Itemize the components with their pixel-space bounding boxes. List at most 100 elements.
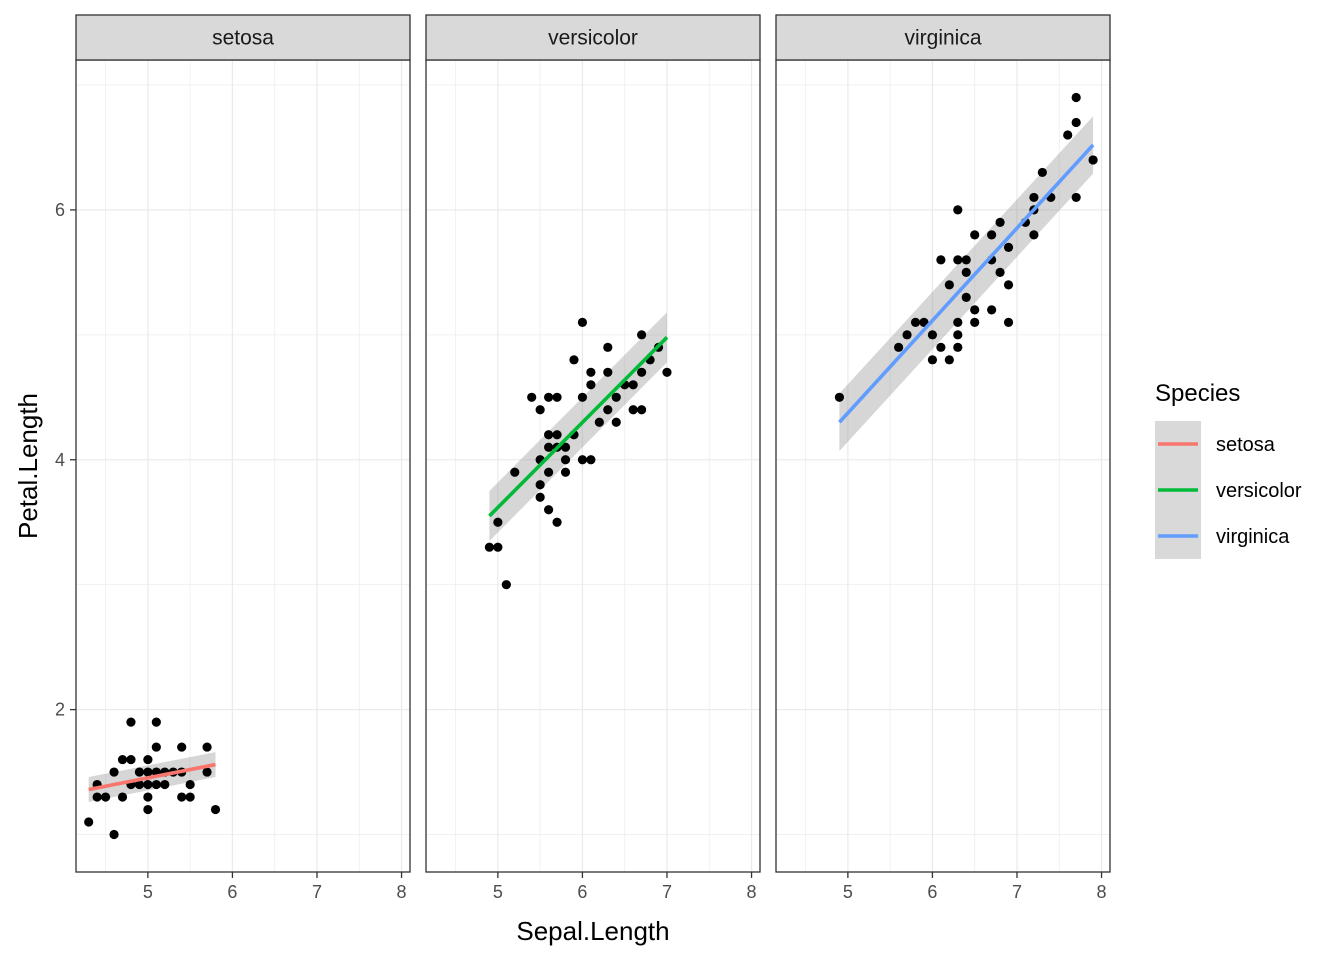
data-point [586, 455, 596, 465]
data-point [1088, 155, 1098, 165]
legend-entry-label: versicolor [1216, 480, 1302, 502]
data-point [92, 792, 102, 802]
regression-line [488, 336, 669, 518]
data-point [493, 542, 503, 552]
data-point [544, 430, 554, 440]
data-point [1071, 192, 1081, 203]
data-point [109, 767, 119, 777]
data-point [987, 305, 997, 315]
data-point [185, 792, 195, 802]
legend: Species setosa versicolor virginica [1155, 380, 1302, 559]
data-point [953, 317, 963, 327]
x-axis-title: Sepal.Length [516, 916, 669, 946]
x-tick-label: 6 [927, 882, 937, 902]
data-point [100, 792, 111, 802]
data-point [510, 467, 520, 477]
data-point [544, 467, 554, 477]
data-point [970, 317, 980, 327]
data-point [953, 205, 963, 215]
data-point [143, 779, 153, 790]
data-point [603, 405, 613, 415]
data-point [936, 255, 946, 265]
x-tick-label: 7 [312, 882, 322, 902]
axes: Sepal.Length Petal.Length [13, 393, 670, 946]
legend-title: Species [1155, 380, 1240, 407]
panel-background [76, 60, 410, 872]
facet-strip-label: versicolor [548, 27, 638, 50]
x-tick-label: 6 [227, 882, 237, 902]
data-point [493, 517, 503, 527]
x-tick-label: 8 [1097, 882, 1107, 902]
data-point [953, 342, 963, 352]
data-point [961, 255, 971, 265]
panel-background [426, 60, 760, 872]
facet-strip-label: virginica [904, 27, 981, 50]
legend-entry-virginica: virginica [1155, 513, 1290, 559]
data-point [611, 392, 621, 402]
data-point [594, 417, 604, 427]
data-point [603, 342, 613, 352]
data-point [560, 467, 571, 477]
data-point [1003, 280, 1014, 290]
data-point [628, 380, 638, 390]
data-point [552, 392, 562, 402]
data-point [586, 380, 596, 390]
y-tick-label: 4 [55, 450, 65, 470]
data-point [603, 367, 613, 377]
data-point [577, 455, 588, 465]
data-point [202, 767, 212, 777]
data-point [177, 792, 187, 802]
data-point [1071, 92, 1081, 103]
regression-line [838, 143, 1095, 424]
data-point [143, 792, 153, 802]
data-point [995, 217, 1005, 227]
data-point [160, 779, 170, 790]
data-point [117, 792, 128, 802]
data-point [927, 355, 938, 365]
data-point [961, 292, 971, 302]
data-point [552, 430, 562, 440]
data-point [953, 330, 963, 340]
legend-entries: setosa versicolor virginica [1155, 421, 1302, 559]
data-point [544, 505, 554, 515]
data-point [569, 355, 579, 365]
data-point [1037, 167, 1047, 178]
data-point [151, 779, 161, 790]
data-point [535, 405, 545, 415]
legend-entry-versicolor: versicolor [1155, 467, 1302, 513]
data-point [944, 280, 954, 290]
x-tick-label: 6 [577, 882, 587, 902]
data-point [109, 829, 119, 840]
data-point [927, 330, 938, 340]
x-tick-label: 5 [493, 882, 503, 902]
data-point [611, 417, 621, 427]
data-point [894, 342, 904, 352]
data-point [936, 342, 946, 352]
data-point [970, 230, 980, 240]
facet-strip [75, 14, 411, 61]
data-point [637, 367, 647, 377]
facet-panel-versicolor: versicolor 5 6 7 8 [425, 14, 761, 902]
data-point [527, 392, 537, 402]
data-point [535, 480, 545, 490]
data-point [1071, 117, 1081, 128]
data-point [552, 517, 562, 527]
data-point [637, 330, 647, 340]
regression-line [88, 762, 216, 792]
facet-panels: setosa 5 6 7 8 2 4 6 versicolor 5 6 7 8 virginica 5 6 7 8 [55, 14, 1111, 902]
facet-panel-virginica: virginica 5 6 7 8 [775, 14, 1111, 902]
data-point [628, 405, 638, 415]
data-point [535, 492, 545, 502]
data-point [577, 392, 588, 402]
data-point [501, 580, 511, 590]
x-tick-label: 5 [843, 882, 853, 902]
data-point [902, 330, 912, 340]
data-point [210, 804, 221, 815]
legend-entry-label: setosa [1216, 434, 1276, 456]
data-point [134, 767, 145, 777]
data-point [987, 230, 997, 240]
data-point [953, 255, 963, 265]
data-point [134, 779, 145, 790]
data-point [1063, 130, 1073, 140]
